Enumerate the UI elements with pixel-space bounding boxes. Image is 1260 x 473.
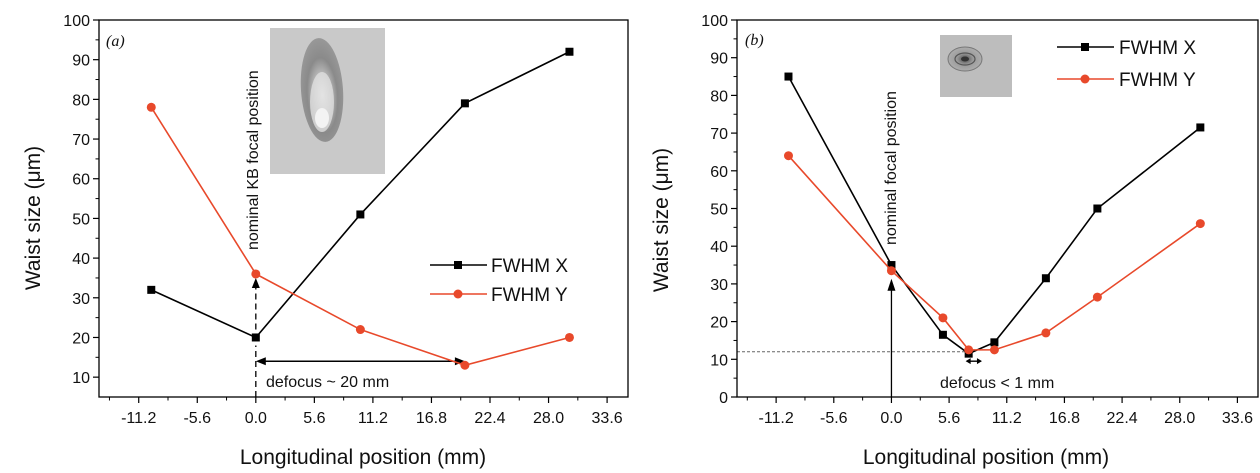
y-tick-label-a: 40 [72,251,90,268]
inset-image-a [270,28,385,174]
x-tick-label-b: 22.4 [1107,410,1138,427]
y-tick-label-a: 100 [63,13,90,30]
data-point-fwhm-y-b [964,345,974,355]
y-tick-label-b: 90 [710,51,728,68]
y-tick-label-b: 60 [710,164,728,181]
plot-area-b: -11.2 -5.6 0.0 5.6 11.2 16.8 22.4 28.0 33.6 0 10 20… [701,13,1259,427]
y-tick-label-a: 30 [72,291,90,308]
legend-marker-fwhm-y-b [1080,74,1090,84]
panel-label-b: (b) [745,32,764,49]
legend-label-fwhm-y-b: FWHM Y [1119,70,1196,91]
x-axis-title-a: Longitudinal position (mm) [240,446,486,469]
series-line-fwhm-x-b [787,76,1201,355]
data-point-fwhm-x-a [147,285,156,294]
y-axis-title-b: Waist size (μm) [650,148,673,292]
y-tick-label-b: 30 [710,277,728,294]
data-point-fwhm-x-b [990,338,999,347]
x-tick-label-a: 33.6 [592,410,623,427]
data-point-fwhm-x-b [1196,123,1205,132]
x-tick-label-b: -5.6 [820,410,848,427]
panel-label-a: (a) [106,33,125,50]
data-point-fwhm-x-a [460,99,469,108]
x-tick-label-a: 11.2 [358,410,388,427]
x-axis-title-b: Longitudinal position (mm) [863,446,1109,469]
defocus-arrowhead-right-b [976,358,982,365]
nominal-position-arrowhead-a [251,277,260,288]
x-tick-label-b: 28.0 [1164,410,1195,427]
y-tick-label-a: 50 [72,211,90,228]
data-point-fwhm-x-b [1041,274,1050,283]
data-point-fwhm-x-b [887,261,896,270]
y-tick-label-b: 40 [710,239,728,256]
data-point-fwhm-x-b [784,72,793,81]
x-tick-label-a: -11.2 [121,410,156,427]
y-tick-label-a: 10 [72,370,90,387]
y-tick-label-b: 80 [710,88,728,105]
data-point-fwhm-y-b [1195,219,1205,229]
legend-label-fwhm-x-a: FWHM X [491,256,568,277]
y-tick-label-b: 10 [710,352,728,369]
defocus-arrowhead-left-b [965,358,971,365]
data-point-fwhm-y-b [1041,328,1051,338]
y-tick-label-b: 70 [710,126,728,143]
x-tick-label-a: 28.0 [533,410,564,427]
data-point-fwhm-y-b [886,266,896,276]
x-tick-label-a: 5.6 [303,410,325,427]
legend-a: FWHM X FWHM Y [430,256,568,306]
x-tick-label-a: 16.8 [416,410,447,427]
plot-frame-a [98,19,629,398]
data-point-fwhm-y-a [251,269,261,279]
legend-b: FWHM X FWHM Y [1057,38,1196,91]
defocus-annotation-b: defocus < 1 mm [940,375,1054,392]
x-tick-label-b: -11.2 [758,410,793,427]
data-point-fwhm-x-b [1093,204,1102,213]
chart-panel-a: Waist size (μm) Longitudinal position (m… [22,13,629,469]
x-tick-label-b: 5.6 [938,410,960,427]
chart-panel-b: Waist size (μm) Longitudinal position (m… [650,13,1259,469]
legend-label-fwhm-y-a: FWHM Y [491,285,568,306]
vertical-annotation-a: nominal KB focal position [245,70,262,250]
y-tick-label-a: 80 [72,92,90,109]
plot-area-a: -11.2 -5.6 0.0 5.6 11.2 16.8 22.4 28.0 33.6 10 20 3… [63,13,629,427]
x-tick-label-a: 22.4 [474,410,505,427]
legend-marker-fwhm-x-a [454,261,462,269]
data-point-fwhm-y-b [1092,292,1102,302]
data-point-fwhm-y-a [460,360,470,370]
x-tick-label-b: 33.6 [1222,410,1253,427]
legend-marker-fwhm-y-a [453,289,463,299]
data-point-fwhm-y-a [146,102,156,112]
x-tick-label-a: -5.6 [183,410,211,427]
data-point-fwhm-y-a [355,325,365,335]
legend-label-fwhm-x-b: FWHM X [1119,38,1196,59]
data-point-fwhm-x-b [938,330,947,339]
x-tick-label-b: 16.8 [1049,410,1080,427]
nominal-position-arrowhead-b [887,278,896,291]
data-point-fwhm-y-a [564,332,574,342]
data-point-fwhm-y-b [938,313,948,323]
y-tick-label-a: 90 [72,53,90,70]
inset-image-b [940,35,1012,97]
defocus-annotation-a: defocus ~ 20 mm [266,374,389,391]
data-point-fwhm-x-a [251,333,260,342]
series-line-fwhm-y-b [787,155,1201,351]
data-point-fwhm-y-b [989,345,999,355]
data-point-fwhm-y-b [783,151,793,161]
y-tick-label-b: 0 [719,390,728,407]
y-axis-title-a: Waist size (μm) [22,146,45,290]
legend-marker-fwhm-x-b [1081,43,1089,51]
y-tick-label-b: 20 [710,315,728,332]
x-tick-label-a: 0.0 [245,410,267,427]
y-tick-label-a: 60 [72,172,90,189]
x-tick-label-b: 11.2 [992,410,1022,427]
defocus-arrowhead-left-a [255,357,266,366]
data-point-fwhm-x-a [356,210,365,219]
y-tick-label-a: 70 [72,132,90,149]
y-tick-label-a: 20 [72,330,90,347]
x-tick-label-b: 0.0 [880,410,902,427]
vertical-annotation-b: nominal focal position [883,91,900,245]
y-tick-label-b: 50 [710,202,728,219]
y-tick-label-b: 100 [701,13,728,30]
data-point-fwhm-x-a [565,47,574,56]
